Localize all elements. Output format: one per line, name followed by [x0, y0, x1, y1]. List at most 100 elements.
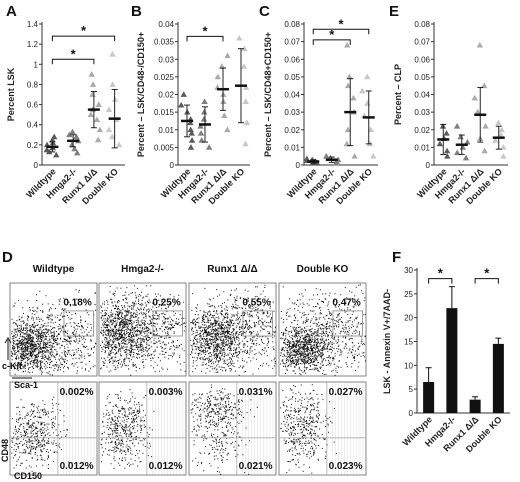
data-point	[481, 82, 488, 89]
gate-percent: 0.18%	[63, 297, 91, 308]
y-tick-label: 0.03	[284, 108, 300, 117]
data-point	[453, 123, 461, 129]
y-tick-label: 0.01	[284, 143, 300, 152]
data-point	[93, 116, 101, 123]
data-point	[109, 81, 116, 87]
y-tick-label: 0.2	[27, 141, 39, 150]
data-point	[198, 137, 205, 143]
data-point	[96, 126, 104, 133]
data-point	[476, 41, 484, 48]
panel-label-a: A	[6, 3, 17, 20]
y-tick-label: 0.02	[158, 91, 174, 100]
data-point	[224, 52, 231, 59]
data-point	[180, 91, 187, 97]
y-tick-label: 10	[404, 361, 413, 370]
y-tick-label: 0.04	[284, 91, 300, 100]
significance-star: *	[71, 46, 77, 61]
flow-plot-frame	[9, 282, 98, 377]
panel-label-d: D	[2, 249, 13, 266]
data-point	[482, 123, 489, 129]
data-point	[109, 51, 116, 57]
quadrant-percent-lower: 0.023%	[329, 461, 363, 472]
data-point	[243, 119, 251, 126]
y-axis-label: Percent – LSK/CD48+CD150+	[263, 32, 273, 157]
data-point	[344, 126, 352, 133]
y-axis-label: Percent – LSK/CD48-/CD150+	[136, 32, 146, 157]
data-point	[221, 112, 228, 119]
panel-label-b: B	[131, 3, 142, 20]
y-tick-label: 0.08	[414, 20, 430, 29]
quadrant-percent-upper: 0.027%	[329, 387, 363, 398]
bar	[446, 308, 458, 413]
flow-column-title: Double KO	[297, 264, 349, 275]
data-point	[105, 106, 113, 113]
data-point	[351, 152, 358, 159]
data-point	[350, 94, 357, 101]
data-point	[497, 131, 505, 138]
y-tick-label: 0.4	[27, 121, 39, 130]
y-tick-label: 30	[404, 266, 413, 275]
arrowhead	[4, 337, 12, 344]
data-point	[71, 145, 78, 152]
flow-events	[280, 384, 337, 474]
data-point	[343, 41, 351, 48]
data-point	[201, 108, 208, 115]
data-point	[94, 136, 102, 143]
y-tick-label: 0.8	[27, 80, 39, 89]
y-tick-label: 0.015	[154, 108, 175, 117]
data-point	[53, 151, 60, 158]
significance-bracket	[51, 58, 95, 65]
significance-bracket	[186, 35, 224, 42]
y-axis-label: Percent LSK	[6, 67, 16, 121]
data-point	[474, 108, 481, 115]
data-point	[187, 126, 194, 133]
panel-label-e: E	[389, 3, 399, 20]
y-tick-label: 0.07	[284, 38, 300, 47]
data-point	[443, 147, 451, 154]
bar	[469, 399, 481, 413]
data-point	[436, 140, 444, 147]
significance-star: *	[202, 23, 208, 38]
y-tick-label: 0.06	[284, 55, 300, 64]
flow-column-title: Runx1 Δ/Δ	[207, 264, 258, 275]
data-point	[115, 141, 123, 148]
flow-events	[100, 389, 155, 469]
data-point	[462, 154, 470, 161]
y-tick-label: 1.4	[27, 20, 39, 29]
flow-events	[11, 391, 70, 472]
significance-bracket	[428, 278, 453, 284]
quadrant-percent-lower: 0.021%	[239, 461, 273, 472]
y-tick-label: 0.01	[158, 126, 174, 135]
data-point	[464, 138, 471, 145]
y-tick-label: 0.07	[414, 38, 430, 47]
data-point	[236, 34, 243, 41]
data-point	[459, 144, 466, 150]
data-point	[95, 101, 102, 107]
y-tick-label: 0	[296, 161, 301, 170]
data-point	[343, 140, 350, 147]
data-point	[224, 126, 231, 133]
data-point	[69, 128, 76, 135]
significance-star: *	[484, 266, 490, 281]
quadrant-percent-upper: 0.002%	[60, 387, 94, 398]
significance-bracket	[312, 39, 351, 45]
data-point	[303, 155, 311, 162]
gate-percent: 0.55%	[242, 297, 270, 308]
data-point	[370, 152, 377, 159]
quadrant-percent-lower: 0.012%	[60, 461, 94, 472]
panel-label-c: C	[259, 3, 270, 20]
y-tick-label: 0.04	[414, 91, 430, 100]
significance-star: *	[329, 27, 335, 42]
data-point	[453, 149, 461, 156]
flow-y-axis-label: c-Kit	[2, 361, 22, 371]
y-tick-label: 0.02	[284, 126, 300, 135]
y-tick-label: 1.2	[27, 40, 39, 49]
data-point	[200, 115, 208, 122]
data-point	[188, 137, 196, 143]
bar	[492, 343, 504, 413]
data-point	[242, 140, 249, 147]
quadrant-percent-lower: 0.012%	[149, 461, 183, 472]
data-point	[364, 100, 371, 106]
flow-x-axis-label: CD150	[14, 471, 42, 481]
